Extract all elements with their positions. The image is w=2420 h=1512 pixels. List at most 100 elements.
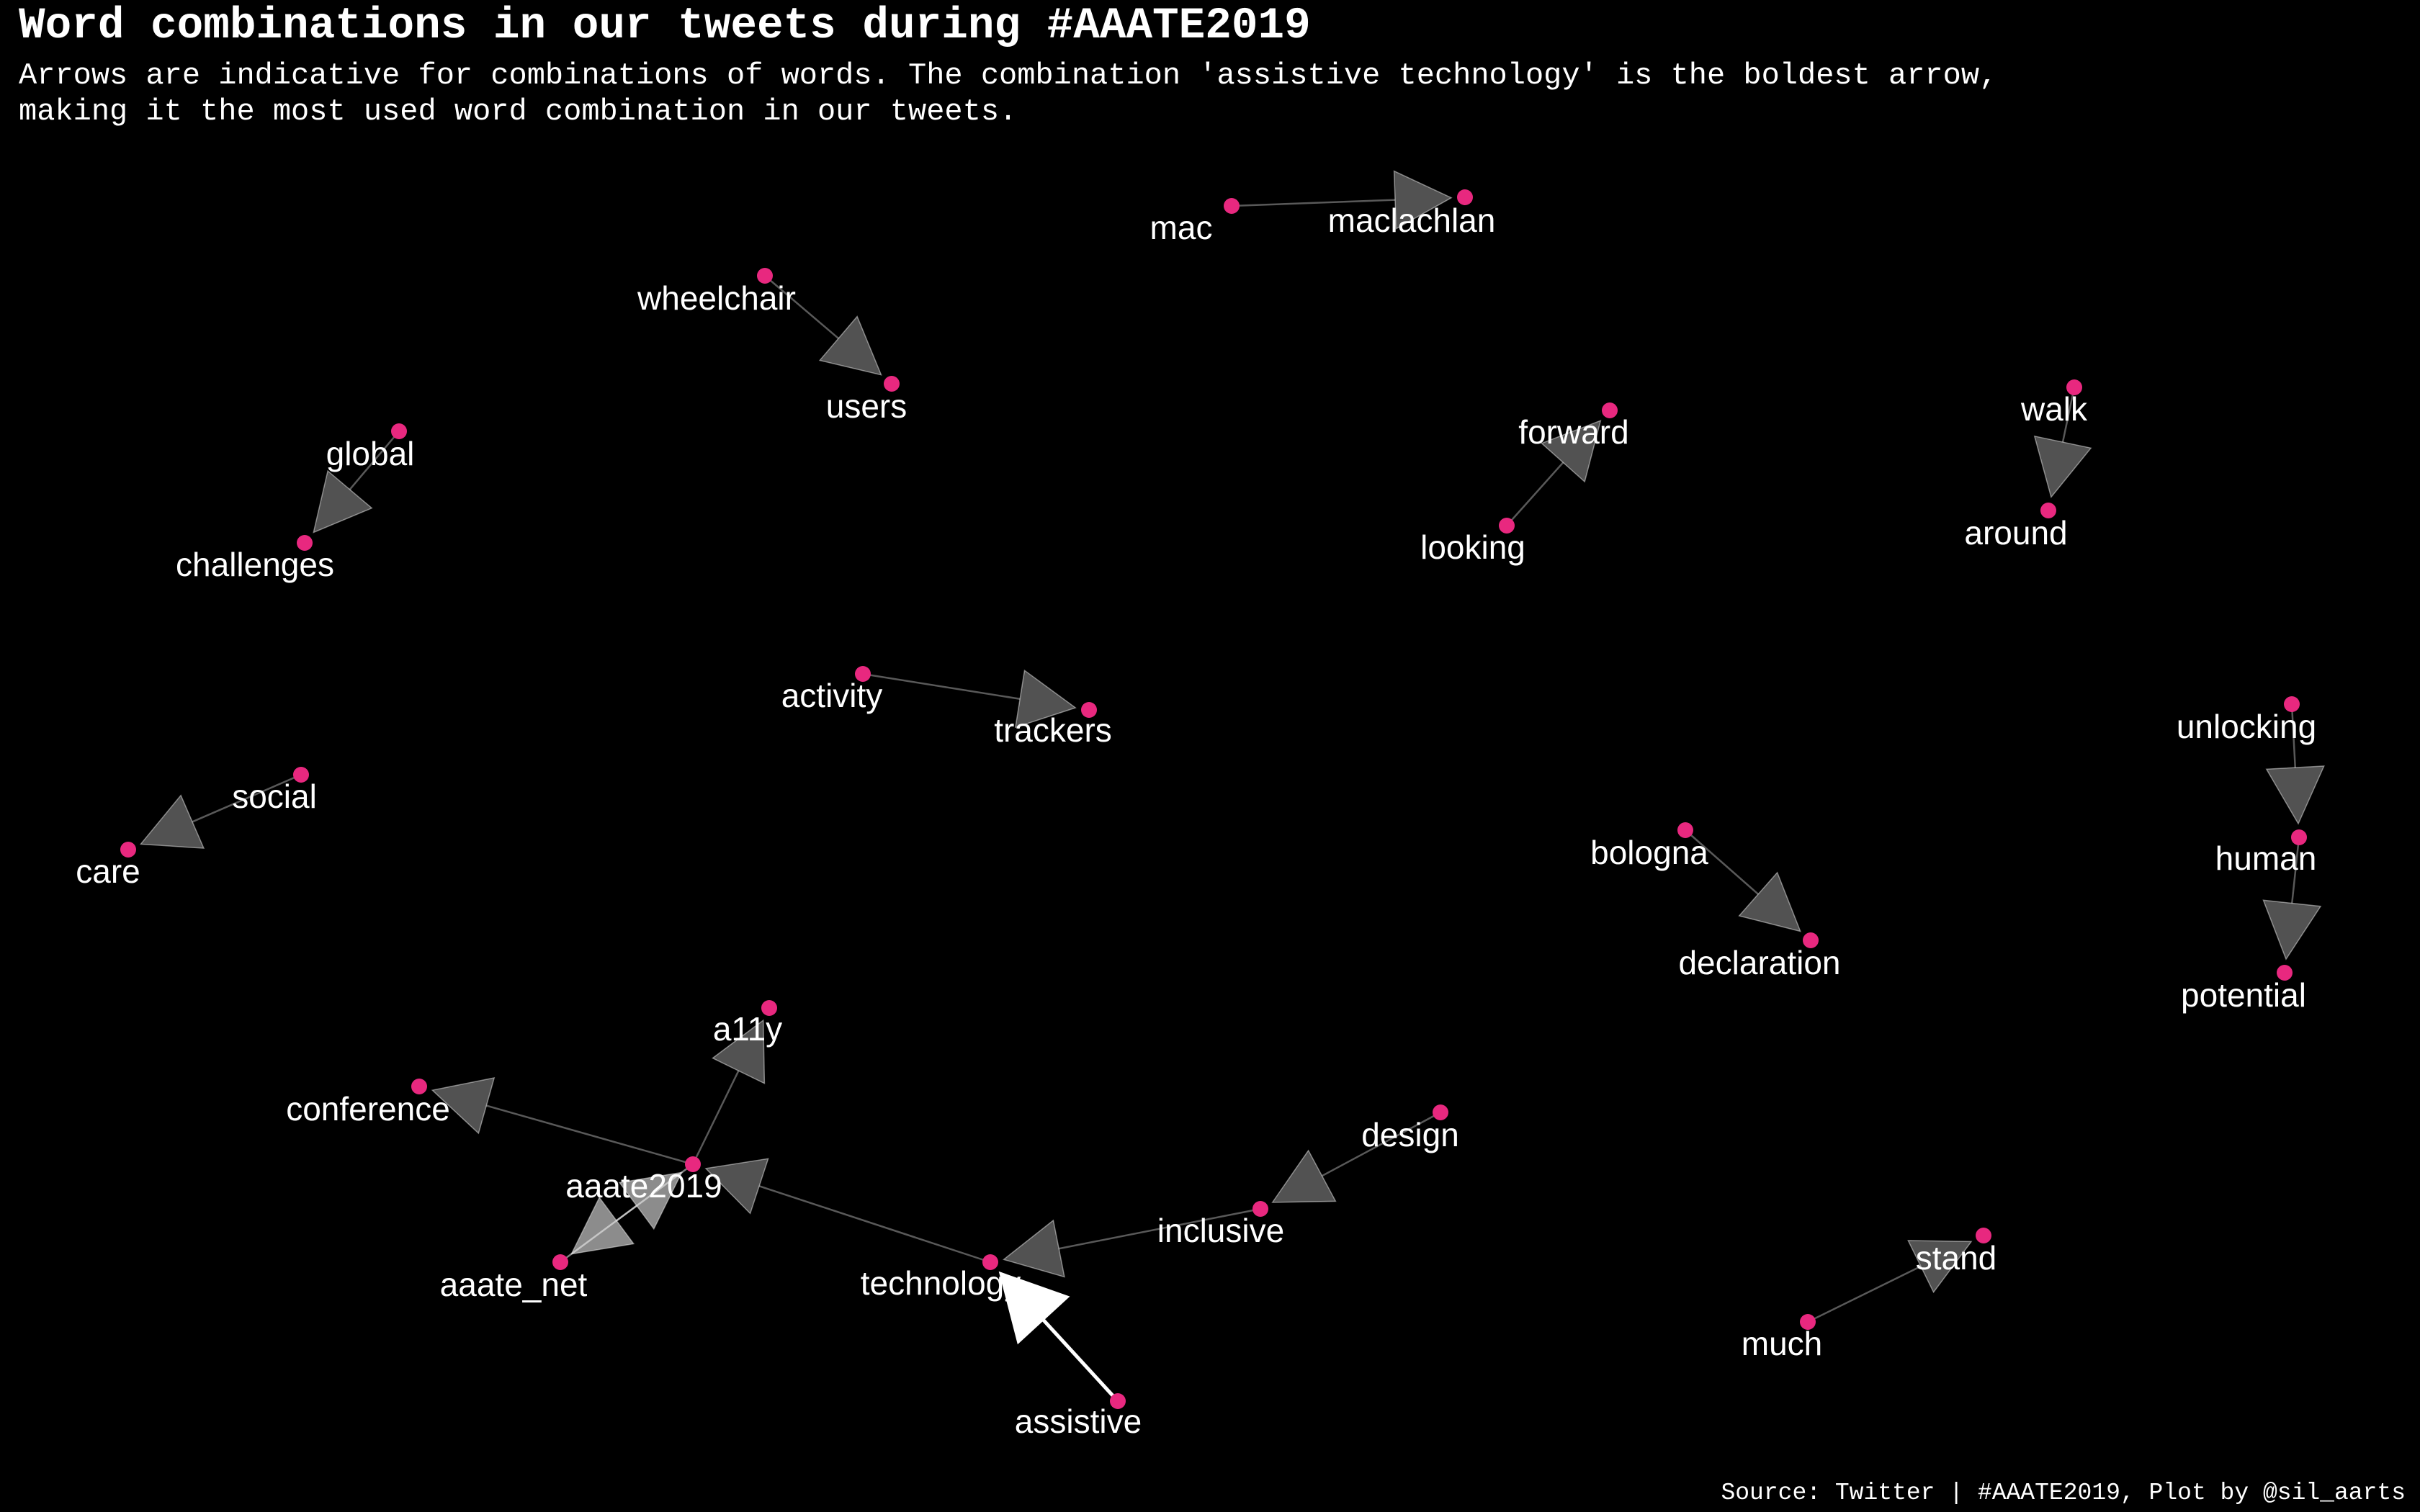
node-human	[2291, 829, 2307, 845]
arrowhead-icon	[2265, 765, 2325, 825]
node-label-design: design	[1361, 1116, 1459, 1153]
edge-line	[1506, 462, 1564, 526]
node-label-a11y: a11y	[713, 1010, 782, 1048]
node-label-looking: looking	[1420, 528, 1525, 566]
edge-aaate2019-conference	[431, 1077, 694, 1166]
labels-layer: mac maclachlan wheelchair users forward looki…	[76, 202, 2316, 1440]
node-conference	[411, 1079, 427, 1094]
node-looking	[1499, 518, 1515, 534]
edge-global-challenges	[313, 431, 400, 534]
node-label-unlocking: unlocking	[2177, 708, 2316, 745]
node-global	[391, 423, 407, 439]
node-label-conference: conference	[286, 1090, 450, 1128]
arrowhead-icon	[313, 469, 373, 534]
node-label-activity: activity	[781, 677, 883, 714]
chart-title: Word combinations in our tweets during #…	[19, 1, 1311, 51]
edge-aaate2019-a11y	[691, 1019, 766, 1165]
edge-looking-forward	[1506, 419, 1602, 526]
node-label-forward: forward	[1518, 413, 1628, 451]
arrowhead-icon	[998, 1271, 1070, 1345]
node-label-potential: potential	[2181, 976, 2306, 1014]
node-users	[884, 376, 900, 392]
node-design	[1433, 1104, 1448, 1120]
arrowhead-icon	[1738, 871, 1801, 932]
edge-human-potential	[2262, 837, 2322, 960]
edge-much-stand	[1807, 1240, 1973, 1323]
node-activity	[855, 666, 871, 682]
node-label-stand: stand	[1916, 1239, 1997, 1277]
node-label-wheelchair: wheelchair	[637, 279, 796, 317]
edge-technology-aaate2019	[704, 1158, 991, 1264]
edge-design-inclusive	[1271, 1111, 1441, 1203]
edge-line	[1058, 1207, 1261, 1250]
node-declaration	[1803, 932, 1819, 948]
node-aaate_net	[552, 1254, 568, 1270]
arrowhead-icon	[1907, 1240, 1973, 1294]
edge-inclusive-technology	[1002, 1207, 1261, 1278]
edge-line	[764, 275, 839, 340]
edge-assistive-technology	[998, 1271, 1119, 1403]
edge-line	[485, 1104, 694, 1166]
edge-line	[1231, 199, 1396, 207]
edge-line	[1807, 1265, 1922, 1323]
node-label-maclachlan: maclachlan	[1328, 202, 1496, 239]
edge-line	[192, 773, 302, 823]
arrowhead-icon	[704, 1158, 769, 1215]
node-challenges	[297, 535, 313, 551]
edge-line	[2291, 837, 2300, 904]
node-maclachlan	[1457, 189, 1473, 205]
node-label-much: much	[1742, 1325, 1822, 1362]
node-label-inclusive: inclusive	[1157, 1212, 1284, 1249]
arrowhead-icon	[1541, 419, 1602, 483]
arrowhead-icon	[1393, 170, 1453, 230]
edge-activity-trackers	[862, 669, 1077, 729]
edge-wheelchair-users	[764, 275, 882, 376]
node-label-human: human	[2215, 840, 2317, 877]
node-a11y	[761, 1000, 777, 1016]
node-much	[1800, 1314, 1816, 1330]
node-label-mac: mac	[1150, 209, 1213, 246]
node-trackers	[1081, 702, 1097, 718]
arrowhead-icon	[1271, 1149, 1337, 1203]
arrowhead-icon	[1002, 1219, 1065, 1278]
edge-line	[1041, 1318, 1119, 1403]
edge-line	[1321, 1111, 1441, 1177]
node-label-technology: technology	[861, 1264, 1021, 1302]
node-unlocking	[2284, 696, 2300, 712]
nodes-layer	[120, 189, 2307, 1409]
edges-layer	[139, 170, 2325, 1403]
arrowhead-icon	[139, 794, 205, 849]
edge-social-care	[139, 773, 302, 849]
node-label-bologna: bologna	[1590, 834, 1708, 871]
arrowhead-icon	[818, 315, 882, 376]
edge-line	[349, 431, 400, 490]
edge-mac-maclachlan	[1231, 170, 1453, 230]
arrowhead-icon	[1014, 669, 1077, 729]
source-caption: Source: Twitter | #AAATE2019, Plot by @s…	[1721, 1480, 2406, 1506]
node-assistive	[1110, 1393, 1126, 1409]
node-bologna	[1677, 822, 1693, 838]
edge-unlocking-human	[2265, 703, 2325, 825]
edge-line	[616, 1163, 694, 1222]
node-walk	[2066, 379, 2082, 395]
node-label-care: care	[76, 852, 140, 890]
node-label-declaration: declaration	[1678, 944, 1840, 981]
arrowhead-icon	[712, 1019, 766, 1084]
node-wheelchair	[757, 268, 773, 284]
edge-line	[1685, 829, 1759, 895]
node-potential	[2277, 965, 2293, 981]
node-mac	[1224, 198, 1240, 214]
node-label-around: around	[1964, 514, 2067, 552]
edge-line	[2290, 703, 2297, 768]
node-technology	[982, 1254, 998, 1270]
edge-aaate2019-aaate_net	[570, 1163, 694, 1255]
node-stand	[1976, 1228, 1991, 1243]
node-around	[2040, 503, 2056, 518]
node-label-aaate_net: aaate_net	[440, 1266, 588, 1303]
edge-line	[862, 672, 1021, 700]
node-label-users: users	[826, 387, 907, 425]
node-aaate2019	[685, 1156, 701, 1172]
node-label-challenges: challenges	[176, 546, 334, 583]
node-label-trackers: trackers	[994, 711, 1112, 749]
